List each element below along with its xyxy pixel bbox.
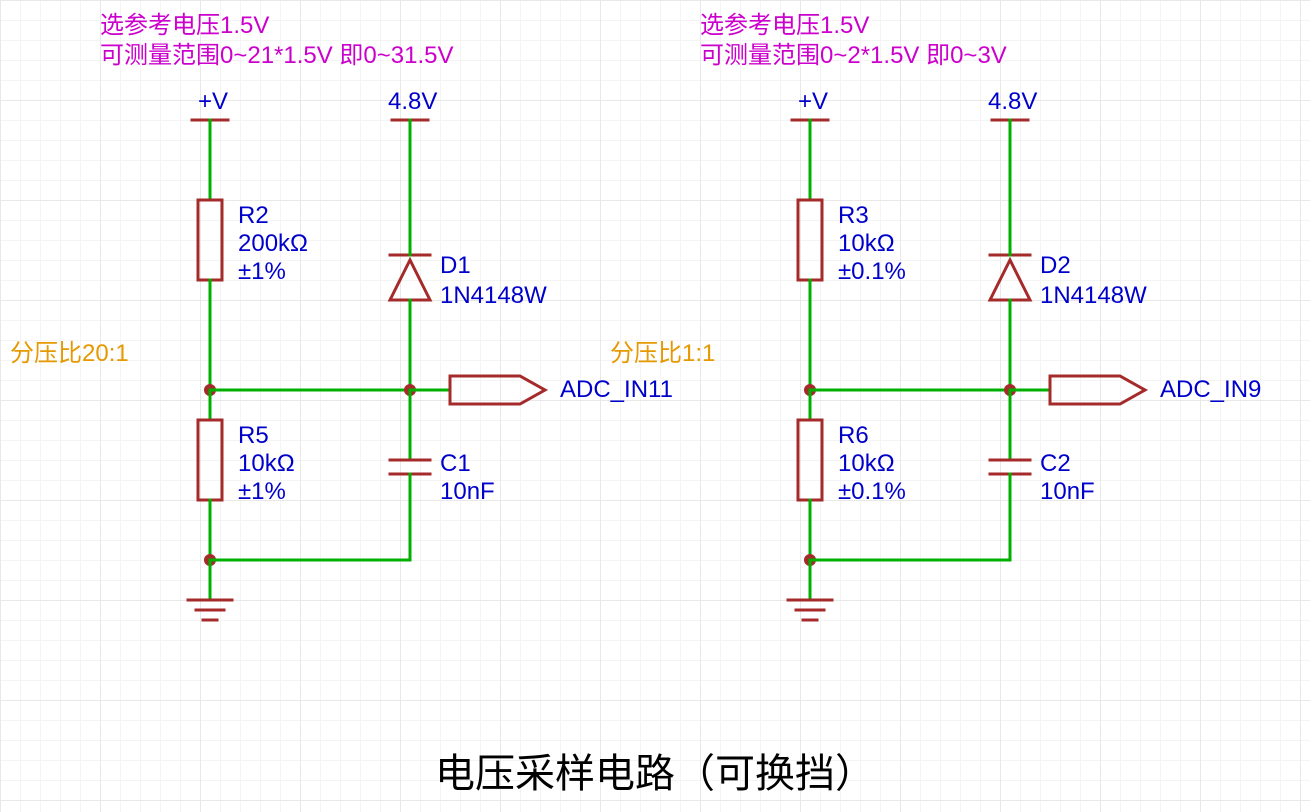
ref-R2: R2 — [238, 202, 269, 231]
ref-R6: R6 — [838, 422, 869, 451]
schematic-canvas: +V4.8VR2200kΩ±1%R510kΩ±1%D11N4148WADC_IN… — [0, 0, 1310, 812]
ref-C1: C1 — [440, 450, 471, 479]
port-ADC_IN9: ADC_IN9 — [1160, 376, 1261, 405]
port-ADC_IN11: ADC_IN11 — [560, 376, 673, 405]
ratio-left: 分压比20:1 — [10, 340, 129, 369]
ref-D2: D2 — [1040, 252, 1071, 281]
val-C2: 10nF — [1040, 478, 1095, 507]
ref-R3: R3 — [838, 202, 869, 231]
note-left-2: 可测量范围0~21*1.5V 即0~31.5V — [100, 42, 454, 71]
val-R3: 10kΩ — [838, 230, 895, 259]
note-right-2: 可测量范围0~2*1.5V 即0~3V — [700, 42, 1007, 71]
note-right-1: 选参考电压1.5V — [700, 12, 869, 41]
ref-D1: D1 — [440, 252, 471, 281]
val-C1: 10nF — [440, 478, 495, 507]
ref-R5: R5 — [238, 422, 269, 451]
ref-C2: C2 — [1040, 450, 1071, 479]
val-R5: 10kΩ — [238, 450, 295, 479]
val-D1: 1N4148W — [440, 282, 547, 311]
val-R2: 200kΩ — [238, 230, 308, 259]
tol-R2: ±1% — [238, 258, 286, 287]
val-D2: 1N4148W — [1040, 282, 1147, 311]
power-left-rail: 4.8V — [388, 88, 437, 117]
page-title: 电压采样电路（可换挡） — [0, 750, 1310, 798]
power-left-in: +V — [198, 88, 228, 117]
tol-R5: ±1% — [238, 478, 286, 507]
tol-R6: ±0.1% — [838, 478, 906, 507]
val-R6: 10kΩ — [838, 450, 895, 479]
schematic-svg — [0, 0, 1310, 812]
tol-R3: ±0.1% — [838, 258, 906, 287]
power-right-rail: 4.8V — [988, 88, 1037, 117]
ratio-right: 分压比1:1 — [610, 340, 715, 369]
power-right-in: +V — [798, 88, 828, 117]
note-left-1: 选参考电压1.5V — [100, 12, 269, 41]
